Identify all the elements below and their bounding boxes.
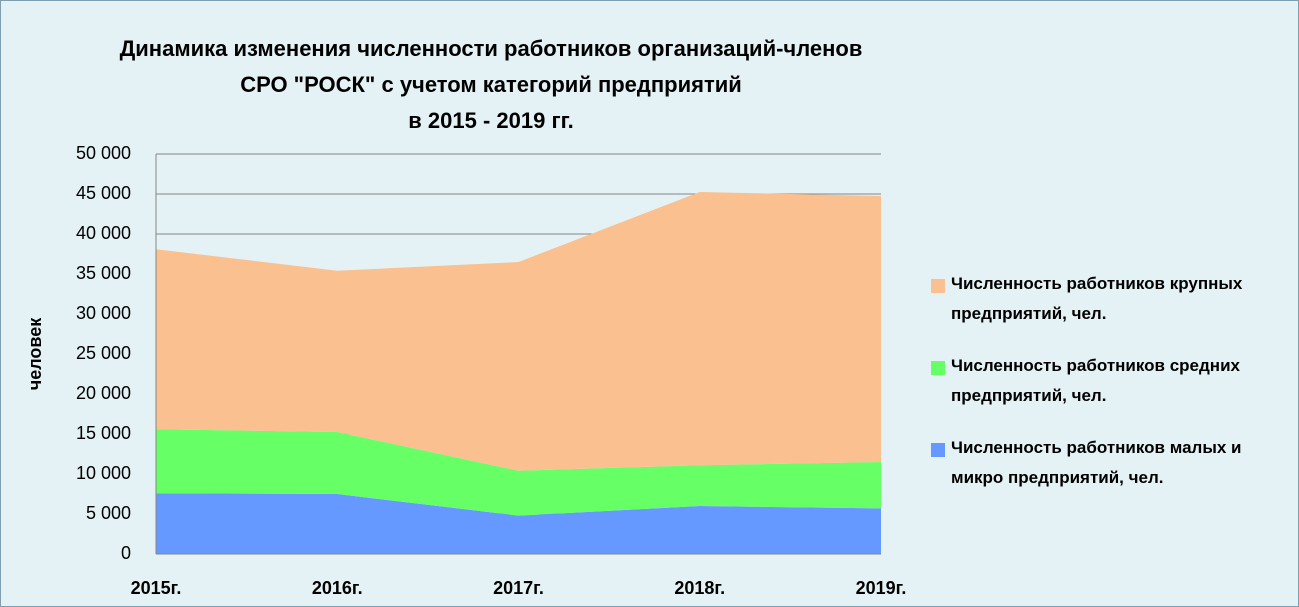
y-tick-label: 15 000	[76, 423, 131, 443]
legend-item: Численность работников средних предприят…	[931, 351, 1271, 411]
x-tick-label: 2017г.	[493, 578, 544, 598]
y-tick-label: 50 000	[76, 143, 131, 163]
y-tick-label: 45 000	[76, 183, 131, 203]
y-tick-label: 10 000	[76, 463, 131, 483]
area	[156, 493, 881, 554]
y-tick-label: 0	[121, 543, 131, 563]
y-tick-label: 25 000	[76, 343, 131, 363]
y-tick-label: 20 000	[76, 383, 131, 403]
area	[156, 192, 881, 471]
x-tick-label: 2018г.	[674, 578, 725, 598]
legend-label: Численность работников средних предприят…	[951, 356, 1240, 405]
y-tick-label: 30 000	[76, 303, 131, 323]
legend-swatch	[931, 443, 945, 457]
legend-item: Численность работников крупных предприят…	[931, 269, 1271, 329]
legend-item: Численность работников малых и микро пре…	[931, 433, 1271, 493]
x-tick-label: 2015г.	[131, 578, 182, 598]
legend-swatch	[931, 279, 945, 293]
legend-label: Численность работников крупных предприят…	[951, 274, 1243, 323]
y-tick-label: 35 000	[76, 263, 131, 283]
y-tick-label: 40 000	[76, 223, 131, 243]
area	[156, 429, 881, 516]
x-tick-label: 2019г.	[856, 578, 907, 598]
legend-swatch	[931, 361, 945, 375]
legend: Численность работников крупных предприят…	[931, 269, 1271, 515]
legend-label: Численность работников малых и микро пре…	[951, 438, 1242, 487]
chart-title: Динамика изменения численности работнико…	[119, 36, 863, 133]
y-tick-label: 5 000	[86, 503, 131, 523]
y-axis-label: человек	[25, 317, 45, 390]
x-tick-label: 2016г.	[312, 578, 363, 598]
